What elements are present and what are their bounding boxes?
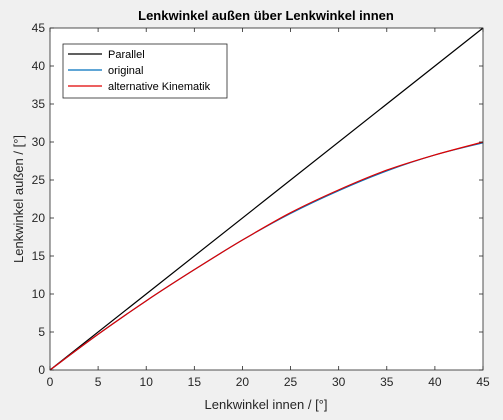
chart-title: Lenkwinkel außen über Lenkwinkel innen (138, 8, 394, 23)
x-tick-label: 35 (380, 375, 394, 389)
legend-label: Parallel (108, 49, 145, 61)
x-tick-label: 15 (188, 375, 202, 389)
y-axis-label: Lenkwinkel außen / [°] (11, 135, 26, 263)
y-tick-label: 20 (32, 211, 46, 225)
legend-label: alternative Kinematik (108, 81, 211, 93)
y-tick-label: 5 (38, 325, 45, 339)
plot-frame (49, 27, 484, 371)
y-tick-label: 30 (32, 135, 46, 149)
y-tick-label: 40 (32, 59, 46, 73)
y-tick-label: 25 (32, 173, 46, 187)
legend-box (62, 43, 228, 99)
y-tick-label: 45 (32, 21, 46, 35)
y-tick-label: 15 (32, 249, 46, 263)
x-tick-label: 30 (332, 375, 346, 389)
x-tick-label: 0 (47, 375, 54, 389)
legend-items: Parallel original alternative Kinematik (68, 49, 211, 93)
series-line-alternative-kinematik (49, 141, 484, 371)
x-tick-label: 45 (476, 375, 490, 389)
x-axis: 0 5 10 15 20 25 30 35 40 45 (47, 28, 490, 389)
y-tick-label: 35 (32, 97, 46, 111)
x-tick-label: 40 (428, 375, 442, 389)
series-line-parallel (49, 27, 484, 371)
y-tick-label: 0 (38, 363, 45, 377)
series-layer (49, 27, 484, 371)
x-tick-label: 10 (140, 375, 154, 389)
y-tick-label: 10 (32, 287, 46, 301)
x-tick-label: 20 (236, 375, 250, 389)
x-tick-label: 5 (95, 375, 102, 389)
legend-label: original (108, 65, 143, 77)
x-tick-label: 25 (284, 375, 298, 389)
legend: Parallel original alternative Kinematik (62, 43, 228, 99)
x-axis-label: Lenkwinkel innen / [°] (205, 397, 328, 412)
y-axis: 0 5 10 15 20 25 30 35 40 45 (32, 21, 483, 377)
